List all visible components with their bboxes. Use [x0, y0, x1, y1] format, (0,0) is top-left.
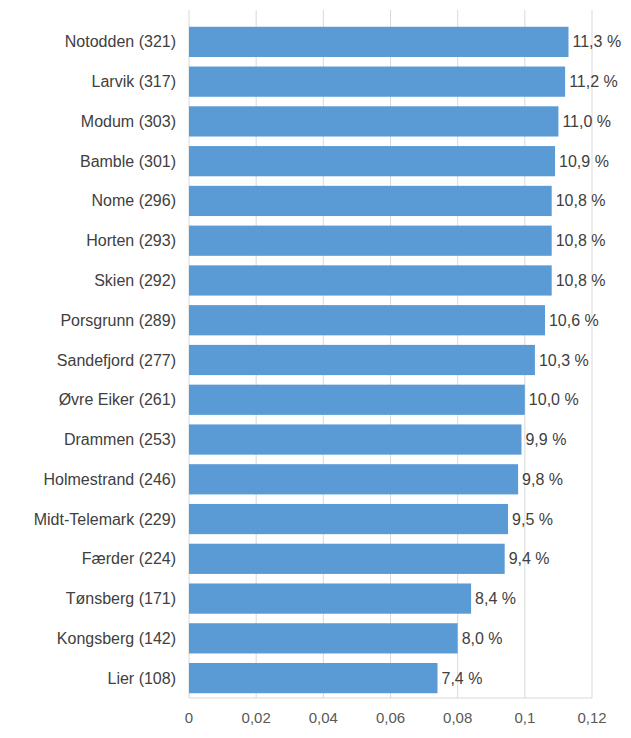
category-label: Nome (296): [92, 192, 176, 209]
bar: [189, 146, 555, 176]
category-label: Bamble (301): [80, 153, 176, 170]
tick-label: 0,1: [514, 709, 535, 726]
grid: [189, 10, 592, 698]
axis-line: [189, 698, 592, 699]
category-label: Modum (303): [81, 113, 176, 130]
data-label: 9,9 %: [525, 431, 566, 448]
bar: [189, 623, 458, 653]
category-label: Larvik (317): [92, 73, 176, 90]
bar: [189, 265, 552, 295]
tick-label: 0,08: [443, 709, 472, 726]
data-label: 9,4 %: [509, 550, 550, 567]
bar: [189, 67, 565, 97]
data-label: 11,0 %: [562, 113, 611, 130]
data-label: 8,0 %: [462, 630, 503, 647]
category-label: Sandefjord (277): [57, 352, 176, 369]
data-label: 7,4 %: [442, 670, 483, 687]
data-label: 10,8 %: [556, 272, 606, 289]
category-label: Midt-Telemark (229): [34, 511, 176, 528]
chart: 0 0,02 0,04 0,06 0,08 0,1 0,12 Notodden (321) 11…: [0, 0, 631, 738]
data-label: 11,3 %: [572, 33, 621, 50]
bar: [189, 583, 471, 613]
category-label: Tønsberg (171): [66, 590, 176, 607]
tick-label: 0,04: [309, 709, 338, 726]
bar: [189, 186, 552, 216]
data-label: 9,5 %: [512, 511, 553, 528]
bar: [189, 305, 545, 335]
category-label: Horten (293): [86, 232, 176, 249]
data-label: 10,6 %: [549, 312, 599, 329]
category-label: Porsgrunn (289): [60, 312, 176, 329]
labels: Notodden (321) 11,3 % Larvik (317) 11,2 % Mo…: [34, 33, 621, 686]
category-label: Holmestrand (246): [44, 471, 177, 488]
bar: [189, 226, 552, 256]
bar: [189, 385, 525, 415]
bars: [189, 27, 568, 693]
data-label: 9,8 %: [522, 471, 563, 488]
tick-label: 0,12: [577, 709, 606, 726]
bar: [189, 663, 438, 693]
data-label: 10,0 %: [529, 391, 579, 408]
bar: [189, 504, 508, 534]
category-label: Lier (108): [108, 670, 176, 687]
data-label: 10,9 %: [559, 153, 609, 170]
data-label: 10,8 %: [556, 192, 606, 209]
category-label: Kongsberg (142): [57, 630, 176, 647]
data-label: 8,4 %: [475, 590, 516, 607]
bar: [189, 544, 505, 574]
bar: [189, 464, 518, 494]
bar: [189, 345, 535, 375]
data-label: 11,2 %: [569, 73, 618, 90]
category-label: Øvre Eiker (261): [59, 391, 176, 408]
bar: [189, 424, 521, 454]
data-label: 10,8 %: [556, 232, 606, 249]
category-label: Skien (292): [94, 272, 176, 289]
category-label: Drammen (253): [64, 431, 176, 448]
data-label: 10,3 %: [539, 352, 589, 369]
tick-label: 0,02: [242, 709, 271, 726]
tick-label: 0: [185, 709, 193, 726]
bar: [189, 27, 568, 57]
category-label: Notodden (321): [65, 33, 176, 50]
bar: [189, 106, 558, 136]
tick-label: 0,06: [376, 709, 405, 726]
category-label: Færder (224): [82, 550, 176, 567]
